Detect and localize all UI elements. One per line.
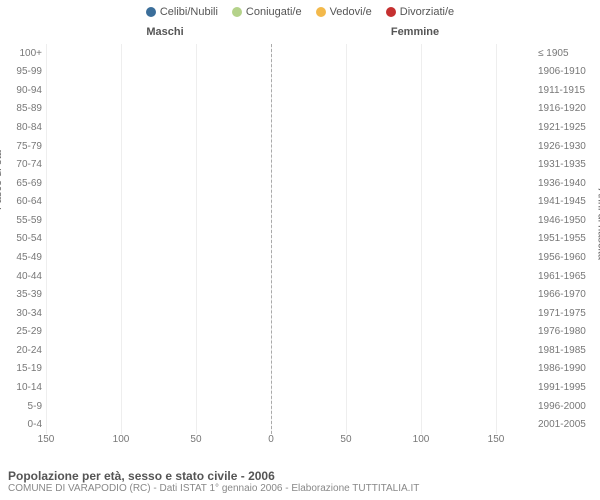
ytick-age: 50-54 — [6, 230, 44, 249]
ytick-age: 35-39 — [6, 285, 44, 304]
y-axis-ticks-age: 0-45-910-1415-1920-2425-2930-3435-3940-4… — [6, 44, 44, 434]
xtick: 150 — [38, 434, 55, 445]
swatch-divorziati — [386, 7, 396, 17]
swatch-celibi — [146, 7, 156, 17]
chart-subtitle: COMUNE DI VARAPODIO (RC) - Dati ISTAT 1°… — [8, 483, 592, 494]
ytick-birth: 1956-1960 — [536, 248, 594, 267]
ytick-age: 95-99 — [6, 62, 44, 81]
x-axis-ticks: 15010050050100150 — [46, 434, 496, 448]
ytick-birth: 1981-1985 — [536, 341, 594, 360]
age-row — [46, 174, 496, 193]
xtick: 100 — [113, 434, 130, 445]
ytick-age: 10-14 — [6, 378, 44, 397]
y-axis-ticks-birth: 2001-20051996-20001991-19951986-19901981… — [536, 44, 594, 434]
ytick-birth: 1966-1970 — [536, 285, 594, 304]
age-row — [46, 341, 496, 360]
age-row — [46, 211, 496, 230]
ytick-birth: 1941-1945 — [536, 192, 594, 211]
ytick-birth: 1976-1980 — [536, 323, 594, 342]
xtick: 50 — [340, 434, 351, 445]
age-row — [46, 44, 496, 63]
header-male: Maschi — [0, 26, 290, 38]
ytick-age: 90-94 — [6, 81, 44, 100]
ytick-age: 0-4 — [6, 415, 44, 434]
age-row — [46, 155, 496, 174]
xtick: 50 — [190, 434, 201, 445]
age-row — [46, 230, 496, 249]
age-row — [46, 81, 496, 100]
ytick-age: 80-84 — [6, 118, 44, 137]
age-row — [46, 323, 496, 342]
age-row — [46, 397, 496, 416]
age-row — [46, 267, 496, 286]
ytick-birth: 1911-1915 — [536, 81, 594, 100]
ytick-birth: 1971-1975 — [536, 304, 594, 323]
swatch-coniugati — [232, 7, 242, 17]
xtick: 0 — [268, 434, 274, 445]
pyramid-chart: 15010050050100150 — [46, 44, 496, 434]
age-row — [46, 285, 496, 304]
age-row — [46, 360, 496, 379]
age-row — [46, 378, 496, 397]
legend-label: Divorziati/e — [400, 6, 454, 18]
ytick-age: 60-64 — [6, 192, 44, 211]
legend-item: Coniugati/e — [232, 6, 302, 18]
ytick-age: 85-89 — [6, 100, 44, 119]
ytick-age: 30-34 — [6, 304, 44, 323]
legend-item: Divorziati/e — [386, 6, 454, 18]
ytick-birth: 1926-1930 — [536, 137, 594, 156]
ytick-birth: 1986-1990 — [536, 360, 594, 379]
ytick-birth: 1961-1965 — [536, 267, 594, 286]
ytick-age: 75-79 — [6, 137, 44, 156]
age-row — [46, 62, 496, 81]
ytick-birth: 1906-1910 — [536, 62, 594, 81]
ytick-age: 25-29 — [6, 323, 44, 342]
legend-label: Celibi/Nubili — [160, 6, 218, 18]
ytick-birth: 1996-2000 — [536, 397, 594, 416]
ytick-age: 100+ — [6, 44, 44, 63]
ytick-birth: 1921-1925 — [536, 118, 594, 137]
ytick-age: 20-24 — [6, 341, 44, 360]
ytick-birth: 1946-1950 — [536, 211, 594, 230]
gender-headers: Maschi Femmine — [0, 26, 600, 38]
ytick-age: 40-44 — [6, 267, 44, 286]
ytick-birth: 2001-2005 — [536, 415, 594, 434]
ytick-age: 15-19 — [6, 360, 44, 379]
ytick-age: 70-74 — [6, 155, 44, 174]
age-row — [46, 415, 496, 434]
y-axis-label-left: Fasce di età — [0, 150, 4, 210]
age-row — [46, 304, 496, 323]
ytick-age: 5-9 — [6, 397, 44, 416]
ytick-birth: 1951-1955 — [536, 230, 594, 249]
legend-label: Vedovi/e — [330, 6, 372, 18]
ytick-birth: 1991-1995 — [536, 378, 594, 397]
legend-label: Coniugati/e — [246, 6, 302, 18]
ytick-age: 65-69 — [6, 174, 44, 193]
age-row — [46, 100, 496, 119]
legend-item: Celibi/Nubili — [146, 6, 218, 18]
xtick: 150 — [488, 434, 505, 445]
ytick-birth: 1936-1940 — [536, 174, 594, 193]
legend-item: Vedovi/e — [316, 6, 372, 18]
ytick-birth: 1931-1935 — [536, 155, 594, 174]
bars-container — [46, 44, 496, 434]
ytick-age: 55-59 — [6, 211, 44, 230]
age-row — [46, 137, 496, 156]
ytick-birth: ≤ 1905 — [536, 44, 594, 63]
chart-title: Popolazione per età, sesso e stato civil… — [8, 469, 592, 483]
legend: Celibi/Nubili Coniugati/e Vedovi/e Divor… — [0, 0, 600, 20]
xtick: 100 — [413, 434, 430, 445]
swatch-vedovi — [316, 7, 326, 17]
ytick-age: 45-49 — [6, 248, 44, 267]
age-row — [46, 192, 496, 211]
header-female: Femmine — [290, 26, 600, 38]
y-axis-label-right: Anni di nascita — [596, 188, 600, 260]
age-row — [46, 248, 496, 267]
caption: Popolazione per età, sesso e stato civil… — [8, 469, 592, 494]
ytick-birth: 1916-1920 — [536, 100, 594, 119]
age-row — [46, 118, 496, 137]
